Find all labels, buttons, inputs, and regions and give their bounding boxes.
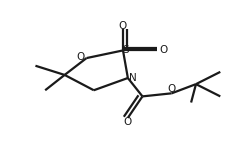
Text: O: O (119, 21, 127, 31)
Text: O: O (124, 117, 132, 127)
Text: N: N (129, 73, 137, 83)
Text: O: O (76, 51, 85, 62)
Text: O: O (168, 85, 176, 95)
Text: O: O (159, 45, 167, 55)
Text: S: S (122, 45, 129, 55)
